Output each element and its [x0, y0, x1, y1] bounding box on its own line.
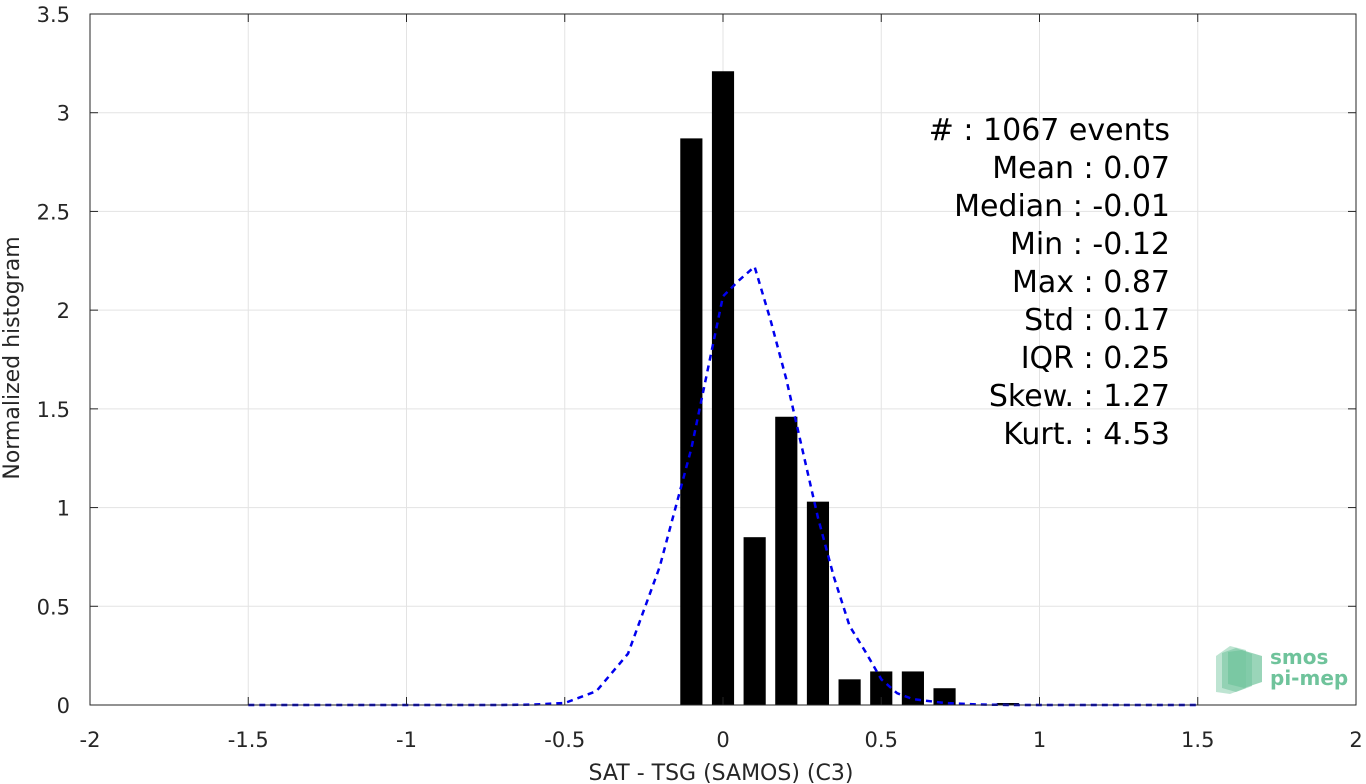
y-tick-label: 3 — [57, 102, 70, 126]
logo-text-smos: smos — [1270, 645, 1328, 669]
x-tick-label: 0.5 — [865, 728, 898, 752]
y-tick-label: 0 — [57, 694, 70, 718]
y-tick-label: 3.5 — [37, 3, 70, 27]
y-tick-label: 0.5 — [37, 595, 70, 619]
histogram-bar — [743, 537, 766, 705]
x-tick-label: -2 — [80, 728, 101, 752]
histogram-bar — [775, 416, 798, 705]
stat-line: # : 1067 events — [929, 113, 1170, 148]
stat-line: IQR : 0.25 — [1021, 341, 1170, 376]
y-axis-label: Normalized histogram — [0, 236, 25, 479]
histogram-bar — [680, 138, 703, 705]
histogram-bar — [711, 71, 735, 706]
y-tick-label: 2.5 — [37, 200, 70, 224]
stat-line: Min : -0.12 — [1010, 227, 1170, 262]
x-tick-labels: -2 -1.5 -1 -0.5 0 0.5 1 1.5 2 — [80, 728, 1363, 752]
stat-line: Kurt. : 4.53 — [1003, 417, 1170, 452]
x-tick-label: 2 — [1349, 728, 1362, 752]
x-tick-label: -0.5 — [544, 728, 585, 752]
x-axis-label: SAT - TSG (SAMOS) (C3) — [589, 761, 854, 784]
axis-ticks — [89, 13, 1357, 706]
y-tick-labels: 0 0.5 1 1.5 2 2.5 3 3.5 — [37, 3, 70, 718]
stat-line: Mean : 0.07 — [992, 151, 1170, 186]
x-tick-label: -1.5 — [228, 728, 269, 752]
x-tick-label: 1 — [1033, 728, 1046, 752]
logo-text-pi-mep: pi-mep — [1270, 666, 1348, 690]
y-tick-label: 1.5 — [37, 398, 70, 422]
y-tick-label: 2 — [57, 299, 70, 323]
x-tick-label: 1.5 — [1181, 728, 1214, 752]
histogram-bar — [806, 501, 830, 705]
histogram-bars — [680, 71, 1019, 706]
smos-pi-mep-logo: smos pi-mep — [1216, 645, 1348, 694]
y-tick-label: 1 — [57, 497, 70, 521]
x-tick-label: 0 — [716, 728, 729, 752]
x-tick-label: -1 — [396, 728, 417, 752]
logo-emblem-icon — [1216, 646, 1262, 694]
histogram-bar — [870, 671, 893, 705]
stat-line: Median : -0.01 — [954, 189, 1170, 224]
stat-line: Skew. : 1.27 — [989, 379, 1170, 414]
histogram-bar — [838, 679, 861, 705]
stat-line: Std : 0.17 — [1024, 303, 1170, 338]
stat-line: Max : 0.87 — [1012, 265, 1170, 300]
histogram-bar — [933, 688, 956, 705]
